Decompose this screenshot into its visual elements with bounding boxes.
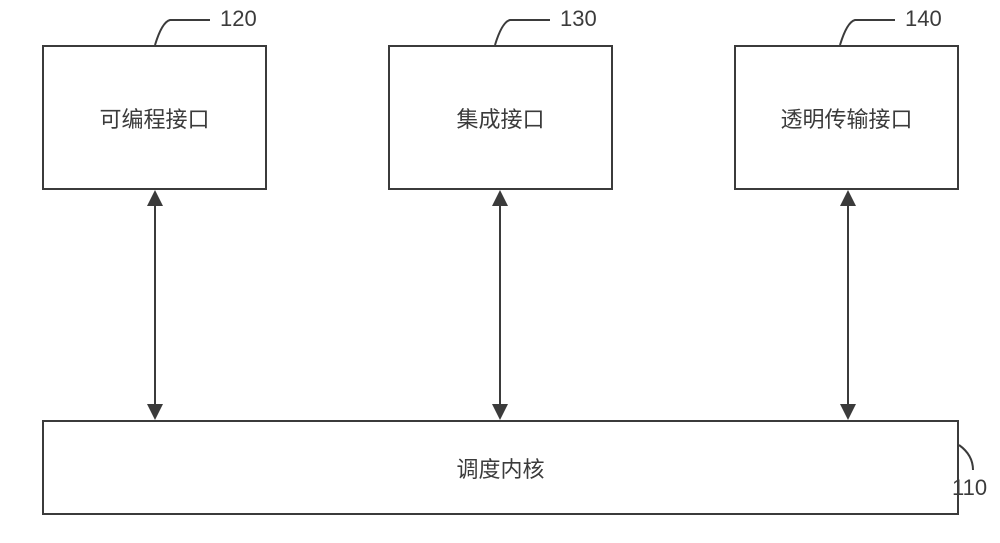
double-arrow-3 — [0, 0, 1000, 543]
